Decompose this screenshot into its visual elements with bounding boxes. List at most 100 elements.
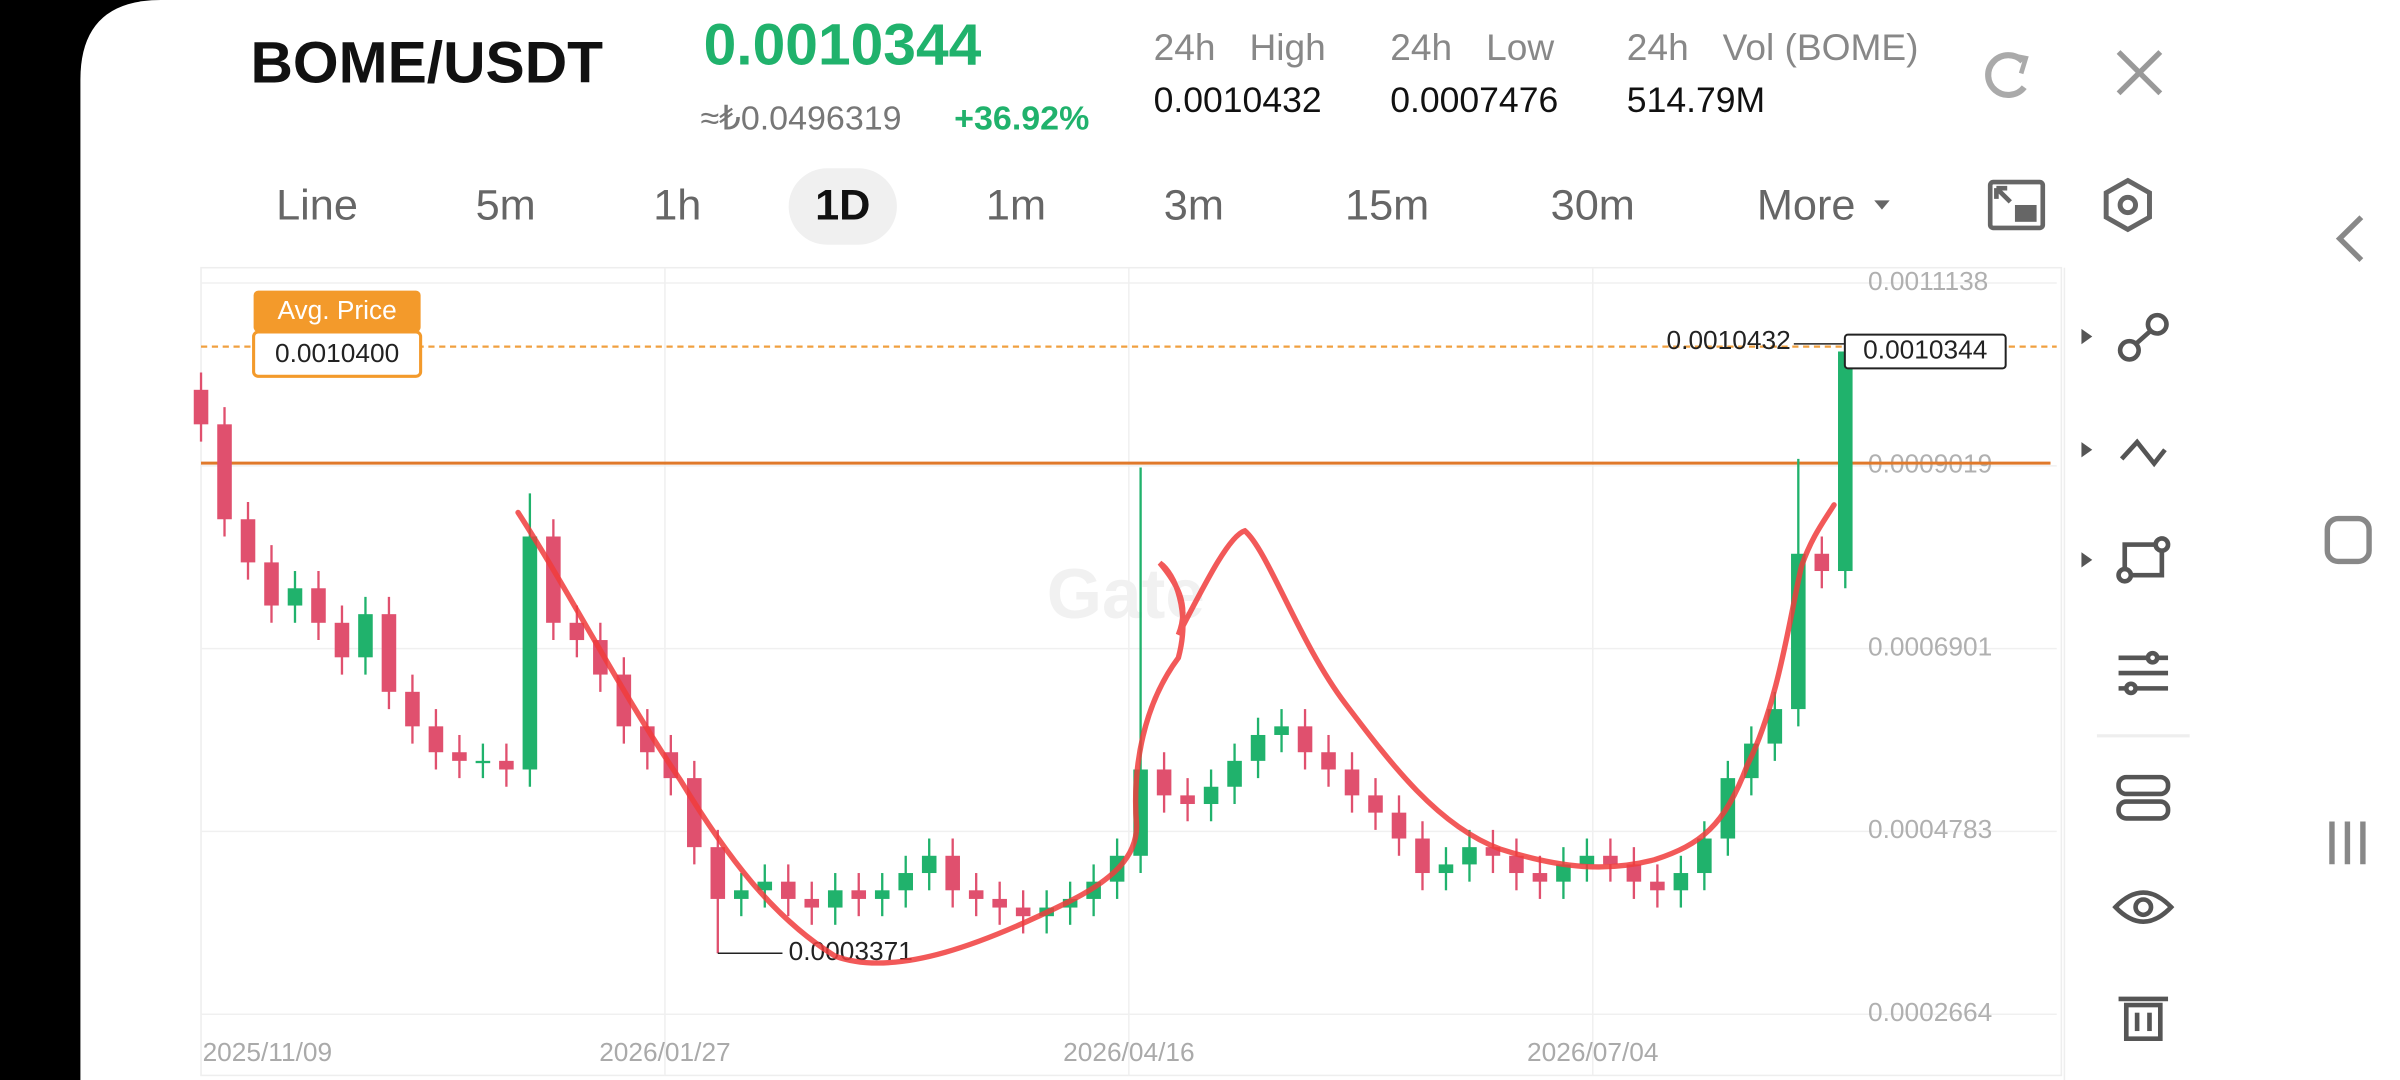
panel	[80, 0, 2400, 1080]
y-tick-label: 0.0006901	[1868, 632, 1992, 662]
visibility-tool[interactable]	[2112, 890, 2175, 924]
recents-button[interactable]	[2329, 821, 2366, 865]
candle-body	[1274, 726, 1289, 735]
candle-body	[992, 898, 1007, 908]
candle-body	[240, 519, 256, 563]
selected-tab-bg	[788, 168, 897, 245]
candle-body	[1556, 864, 1571, 882]
settings-tool[interactable]	[2118, 650, 2169, 696]
x-tick-label: 2026/01/27	[599, 1037, 730, 1067]
freehand-drawing	[515, 502, 1837, 966]
candle-body	[1250, 734, 1266, 761]
stat-label: High	[1249, 27, 1325, 68]
avg-price-value: 0.0010400	[275, 338, 399, 368]
candle-body	[1697, 838, 1712, 874]
candle-body	[1838, 351, 1853, 572]
candle-body	[1368, 795, 1383, 813]
last-price-box	[1843, 333, 2007, 370]
candle-body	[1297, 726, 1313, 753]
trend-line-tool[interactable]	[2117, 312, 2169, 362]
candle-body	[522, 536, 538, 770]
tab[interactable]: More	[1757, 182, 1856, 230]
tab[interactable]: 3m	[1164, 182, 1224, 230]
candle-body	[546, 536, 561, 623]
converted-price: ≈₺0.0496319	[701, 100, 902, 138]
back-button[interactable]	[2335, 215, 2364, 262]
candle-body	[217, 424, 232, 520]
candle-body	[1415, 838, 1430, 874]
candle-body	[193, 389, 209, 425]
candle-body	[804, 898, 820, 908]
last-price-label: 0.0010344	[1863, 334, 1987, 364]
tab[interactable]: 1m	[986, 182, 1046, 230]
settings-button[interactable]	[2103, 177, 2152, 233]
change: +36.92%	[954, 100, 1089, 138]
candle-body	[1579, 855, 1595, 865]
tab[interactable]: 1h	[653, 182, 701, 230]
candle-body	[452, 752, 467, 761]
candle-body	[1321, 752, 1336, 770]
fib-tool[interactable]	[2119, 438, 2167, 468]
candle-body	[1814, 553, 1830, 572]
candle-body	[851, 890, 867, 899]
stat-period: 24h	[1627, 27, 1689, 68]
dropdown-caret	[1874, 200, 1890, 210]
tab[interactable]: 1D	[815, 182, 870, 230]
stat-label: Vol (BOME)	[1723, 27, 1919, 68]
y-tick-label: 0.0004783	[1868, 814, 1992, 844]
stat-value: 0.0010432	[1154, 81, 1322, 120]
candle-body	[780, 881, 796, 899]
candle-body	[334, 622, 350, 658]
candle-body	[311, 588, 326, 623]
candle-body	[475, 760, 491, 764]
refresh-button[interactable]	[1985, 52, 2029, 99]
candle-body	[1462, 847, 1477, 865]
chart-type-button[interactable]	[1987, 179, 2046, 231]
tab[interactable]: 5m	[476, 182, 536, 230]
candle-body	[1485, 847, 1501, 856]
candle-body	[287, 588, 303, 606]
stat-value: 0.0007476	[1390, 81, 1558, 120]
last-price: 0.0010344	[704, 13, 982, 78]
candle-body	[1180, 795, 1195, 805]
y-tick-label: 0.0002664	[1868, 997, 1992, 1027]
candle-body	[710, 847, 726, 899]
home-button[interactable]	[2324, 515, 2372, 565]
delete-tool[interactable]	[2118, 996, 2169, 1041]
avg-price-title: Avg. Price	[277, 295, 396, 325]
candle-body	[1438, 864, 1454, 874]
candle-body	[264, 562, 279, 606]
candle-body	[1344, 769, 1360, 796]
candle-body	[874, 890, 890, 899]
candle-body	[358, 614, 373, 658]
candle-body	[1603, 855, 1618, 865]
tab[interactable]: Line	[276, 182, 358, 230]
candle-body	[1391, 812, 1407, 839]
candle-body	[921, 855, 937, 874]
system-nav	[2324, 215, 2372, 865]
high-annotation: 0.0010432	[1667, 325, 1791, 355]
candle-body	[1650, 881, 1665, 891]
candle-body	[827, 890, 843, 908]
candle-body	[734, 890, 749, 899]
tab[interactable]: 30m	[1551, 182, 1635, 230]
candle-body	[898, 873, 913, 891]
candle-body	[405, 691, 420, 727]
pair-title: BOME/USDT	[251, 31, 604, 96]
close-button[interactable]	[2116, 50, 2163, 96]
stat-period: 24h	[1390, 27, 1452, 68]
stat-label: Low	[1486, 27, 1554, 68]
template-tool[interactable]	[2116, 774, 2171, 821]
candle-body	[968, 890, 984, 899]
tabs: Line 5m 1h 1D 1m 3m 15m 30m More	[276, 182, 1890, 230]
candle-body	[499, 760, 514, 770]
avg-price-badge	[253, 290, 421, 332]
candle-body	[1203, 786, 1219, 805]
tab[interactable]: 15m	[1345, 182, 1429, 230]
candle-body	[1156, 769, 1172, 796]
shape-tool[interactable]	[2116, 536, 2171, 584]
y-tick-label: 0.0011138	[1868, 266, 1988, 296]
